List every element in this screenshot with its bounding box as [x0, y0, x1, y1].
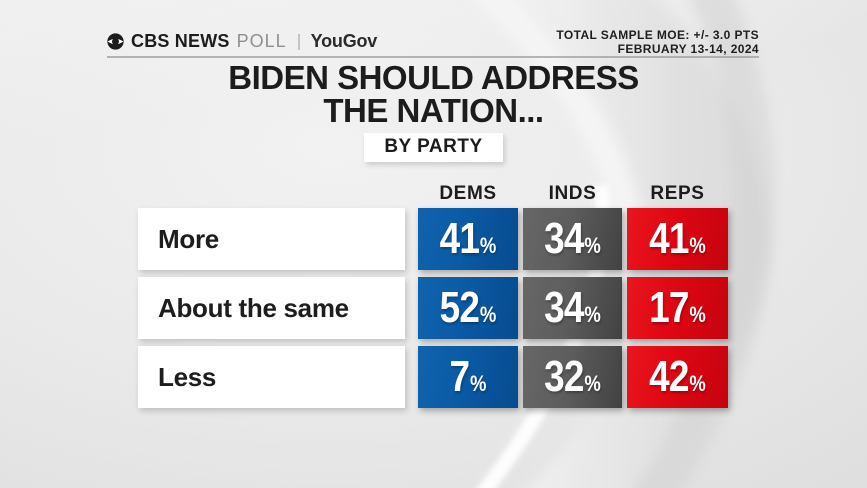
- cell-same-reps: 17%: [627, 277, 728, 339]
- cbs-eye-icon: [107, 33, 124, 50]
- row-label-about-the-same: About the same: [138, 277, 405, 339]
- percent-sign: %: [689, 233, 706, 258]
- column-header-inds: INDS: [548, 183, 597, 204]
- show-name: POLL: [236, 31, 287, 51]
- row-label-less: Less: [138, 346, 405, 408]
- cell-less-reps: 42%: [627, 346, 728, 408]
- column-header-dems: DEMS: [439, 183, 497, 204]
- page-title-line1: BIDEN SHOULD ADDRESS: [228, 59, 639, 96]
- cell-less-inds: 32%: [523, 346, 622, 408]
- cell-same-dems: 52%: [418, 277, 518, 339]
- cell-more-dems: 41%: [418, 208, 518, 270]
- percent-sign: %: [689, 302, 706, 327]
- value-more-inds: 34: [544, 214, 584, 263]
- poll-results-table: DEMS INDS REPS More 41% 34% 41% About th…: [138, 183, 728, 408]
- percent-sign: %: [479, 233, 497, 258]
- network-name: CBS NEWS: [131, 31, 230, 51]
- title-block: BIDEN SHOULD ADDRESS THE NATION... BY PA…: [0, 61, 867, 162]
- cell-same-inds: 34%: [523, 277, 622, 339]
- percent-sign: %: [584, 302, 601, 327]
- value-same-reps: 17: [649, 283, 689, 332]
- moe-text: TOTAL SAMPLE MOE: +/- 3.0 PTS: [556, 28, 759, 42]
- value-more-dems: 41: [439, 214, 480, 263]
- value-same-inds: 34: [544, 283, 584, 332]
- value-same-dems: 52: [439, 283, 480, 332]
- percent-sign: %: [584, 371, 601, 396]
- partner-name: YouGov: [310, 31, 378, 51]
- value-less-inds: 32: [544, 352, 584, 401]
- cell-less-dems: 7%: [418, 346, 518, 408]
- brand-lockup: CBS NEWS POLL YouGov: [107, 31, 377, 52]
- percent-sign: %: [584, 233, 601, 258]
- column-header-reps: REPS: [650, 183, 705, 204]
- percent-sign: %: [470, 371, 487, 396]
- row-label-more: More: [138, 208, 405, 270]
- value-less-dems: 7: [449, 352, 470, 401]
- sample-info: TOTAL SAMPLE MOE: +/- 3.0 PTS FEBRUARY 1…: [556, 28, 759, 56]
- date-text: FEBRUARY 13-14, 2024: [617, 42, 759, 56]
- value-less-reps: 42: [649, 352, 689, 401]
- cell-more-reps: 41%: [627, 208, 728, 270]
- page-title-line2: THE NATION...: [323, 92, 544, 129]
- brand-divider: [297, 33, 300, 50]
- header-rule: [107, 56, 759, 58]
- value-more-reps: 41: [649, 214, 689, 263]
- by-party-badge: BY PARTY: [364, 133, 503, 162]
- cell-more-inds: 34%: [523, 208, 622, 270]
- percent-sign: %: [479, 302, 497, 327]
- percent-sign: %: [689, 371, 706, 396]
